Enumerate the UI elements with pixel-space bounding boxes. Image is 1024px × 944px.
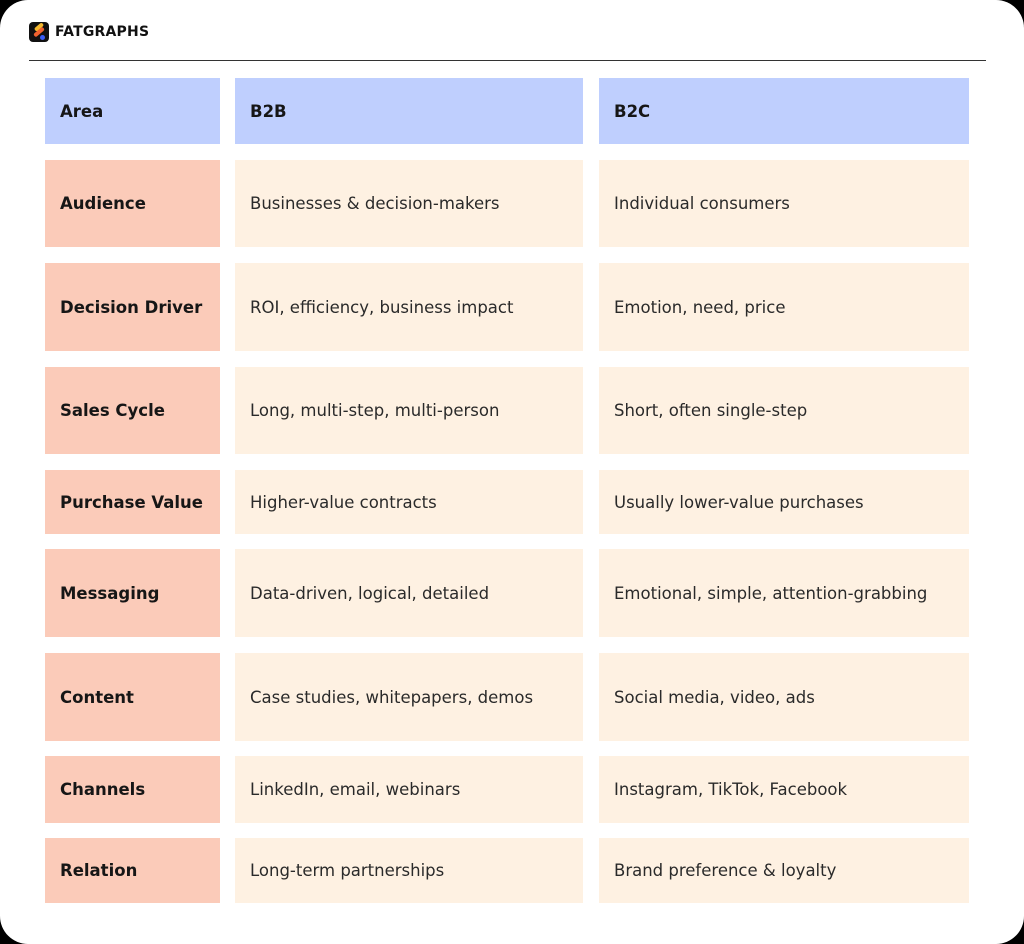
row-b2b-value: LinkedIn, email, webinars: [235, 756, 583, 823]
row-area-label: Audience: [45, 160, 220, 247]
row-b2b-value: Long, multi-step, multi-person: [235, 367, 583, 454]
row-b2c-value: Instagram, TikTok, Facebook: [599, 756, 969, 823]
brand: FATGRAPHS: [29, 22, 149, 42]
row-b2c-value: Social media, video, ads: [599, 653, 969, 741]
row-area-label: Channels: [45, 756, 220, 823]
row-b2c-value: Brand preference & loyalty: [599, 838, 969, 903]
column-header-b2b: B2B: [235, 78, 583, 144]
row-b2c-value: Short, often single-step: [599, 367, 969, 454]
row-area-label: Decision Driver: [45, 263, 220, 351]
row-b2c-value: Usually lower-value purchases: [599, 470, 969, 534]
column-header-b2c: B2C: [599, 78, 969, 144]
divider: [29, 60, 986, 61]
column-header-area: Area: [45, 78, 220, 144]
row-b2b-value: Data-driven, logical, detailed: [235, 549, 583, 637]
row-area-label: Content: [45, 653, 220, 741]
row-area-label: Sales Cycle: [45, 367, 220, 454]
row-b2b-value: Long-term partnerships: [235, 838, 583, 903]
brand-name: FATGRAPHS: [55, 24, 150, 40]
row-b2b-value: ROI, efficiency, business impact: [235, 263, 583, 351]
row-b2c-value: Individual consumers: [599, 160, 969, 247]
row-b2c-value: Emotional, simple, attention-grabbing: [599, 549, 969, 637]
row-area-label: Relation: [45, 838, 220, 903]
row-b2b-value: Businesses & decision-makers: [235, 160, 583, 247]
row-area-label: Purchase Value: [45, 470, 220, 534]
row-b2b-value: Higher-value contracts: [235, 470, 583, 534]
row-area-label: Messaging: [45, 549, 220, 637]
row-b2c-value: Emotion, need, price: [599, 263, 969, 351]
row-b2b-value: Case studies, whitepapers, demos: [235, 653, 583, 741]
fatgraphs-logo-icon: [29, 22, 49, 42]
